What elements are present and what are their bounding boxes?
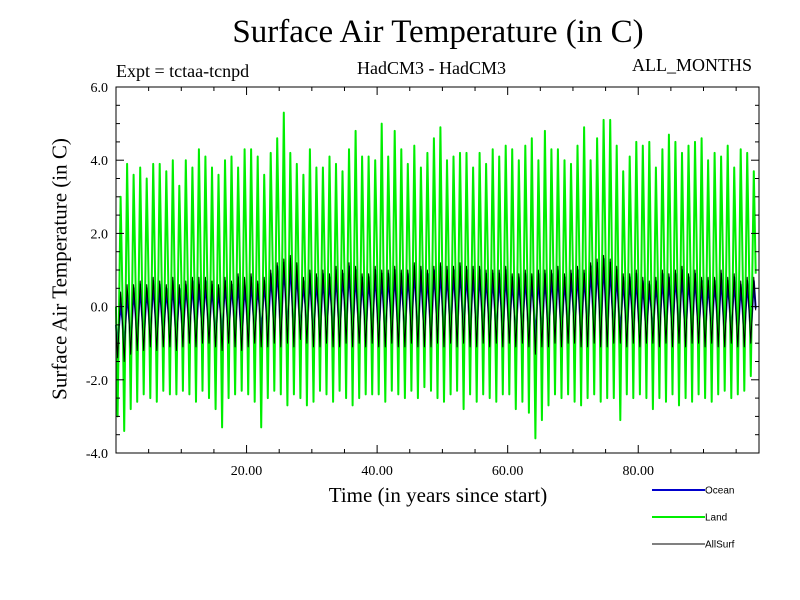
x-tick-label: 60.00 (492, 464, 524, 479)
legend-label-ocean: Ocean (705, 486, 734, 497)
y-tick-label: 2.0 (91, 227, 109, 242)
legend-label-allsurf: AllSurf (705, 540, 735, 551)
x-tick-label: 80.00 (622, 464, 654, 479)
series-line-allsurf (115, 254, 757, 362)
series-line-land (115, 111, 757, 440)
y-tick-label: -2.0 (86, 374, 108, 389)
y-tick-label: 0.0 (91, 301, 109, 316)
experiment-label: Expt = tctaa-tcnpd (116, 61, 250, 81)
legend-label-land: Land (705, 513, 727, 524)
model-label: HadCM3 - HadCM3 (357, 58, 506, 78)
axes-layer: -4.0 -2.0 0.0 2.0 4.0 6.0 20.00 40.00 60.00 80.00 (86, 81, 759, 479)
legend: Ocean Land AllSurf (652, 486, 735, 551)
chart-title: Surface Air Temperature (in C) (232, 14, 644, 50)
x-axis-label: Time (in years since start) (328, 483, 548, 507)
series-layer (115, 111, 757, 440)
y-tick-label: 4.0 (91, 154, 109, 169)
y-tick-label: 6.0 (91, 81, 109, 96)
x-tick-label: 40.00 (361, 464, 393, 479)
months-label: ALL_MONTHS (632, 55, 752, 75)
x-tick-label: 20.00 (231, 464, 263, 479)
y-tick-label: -4.0 (86, 447, 108, 462)
